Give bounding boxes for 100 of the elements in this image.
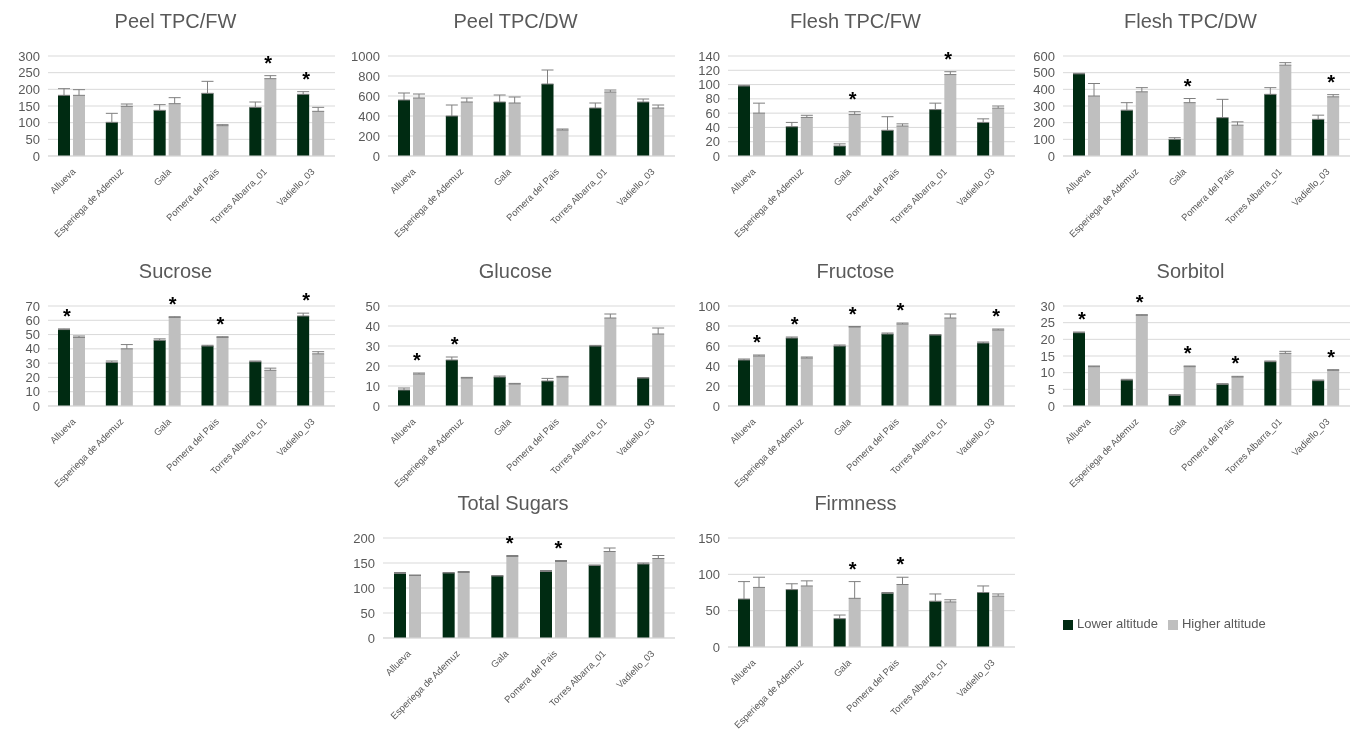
bar bbox=[603, 551, 616, 638]
annotation: * bbox=[848, 302, 857, 325]
y-tick-label: 100 bbox=[353, 580, 375, 596]
y-tick-label: 100 bbox=[698, 77, 720, 93]
y-tick-label: 200 bbox=[18, 81, 40, 97]
bar bbox=[929, 601, 942, 647]
x-tick-label: Gala bbox=[831, 165, 854, 188]
bar bbox=[896, 584, 909, 647]
y-tick-label: 60 bbox=[25, 312, 40, 328]
chart-title: Firmness bbox=[813, 491, 898, 516]
bar bbox=[556, 377, 569, 406]
bar bbox=[800, 117, 813, 156]
y-tick-label: 0 bbox=[372, 148, 380, 164]
annotation: * bbox=[413, 349, 422, 371]
bar bbox=[491, 576, 504, 638]
bar bbox=[944, 318, 957, 406]
bar bbox=[753, 356, 765, 406]
y-tick-label: 0 bbox=[32, 398, 40, 414]
bar bbox=[1120, 110, 1133, 156]
chart-title: Sucrose bbox=[137, 259, 214, 284]
y-tick-label: 800 bbox=[358, 68, 380, 84]
bar bbox=[413, 374, 425, 406]
bar bbox=[589, 108, 602, 156]
annotation: * bbox=[168, 292, 177, 315]
bar bbox=[1135, 315, 1148, 406]
y-tick-label: 120 bbox=[698, 62, 720, 78]
y-tick-label: 0 bbox=[32, 148, 40, 164]
bar bbox=[120, 106, 133, 156]
x-tick-label: Gala bbox=[151, 165, 174, 188]
bar bbox=[312, 111, 325, 156]
bar bbox=[588, 565, 601, 638]
annotation: * bbox=[302, 67, 311, 90]
y-tick-label: 60 bbox=[705, 338, 720, 354]
chart-title: Fructose bbox=[815, 259, 896, 284]
bar bbox=[785, 338, 798, 406]
y-tick-label: 0 bbox=[1047, 148, 1055, 164]
bar bbox=[604, 92, 617, 156]
bar bbox=[1264, 361, 1277, 406]
y-tick-label: 1000 bbox=[351, 48, 380, 64]
bar bbox=[493, 102, 506, 156]
y-tick-label: 50 bbox=[365, 298, 380, 314]
bar bbox=[848, 114, 861, 156]
bar bbox=[201, 93, 214, 156]
bar bbox=[541, 381, 554, 406]
legend-label: Lower altitude bbox=[1077, 616, 1158, 631]
bar bbox=[105, 122, 118, 156]
bar bbox=[753, 587, 765, 647]
bar bbox=[1264, 94, 1277, 156]
x-tick-label: Gala bbox=[491, 415, 514, 438]
bar bbox=[508, 103, 521, 156]
chart-title: Peel TPC/DW bbox=[452, 9, 579, 34]
y-tick-label: 150 bbox=[353, 555, 375, 571]
bar bbox=[896, 324, 909, 406]
bar bbox=[58, 329, 70, 406]
y-tick-label: 40 bbox=[365, 318, 380, 334]
bar bbox=[833, 346, 846, 406]
bar bbox=[540, 571, 552, 638]
annotation: * bbox=[1078, 308, 1087, 330]
bar bbox=[944, 74, 957, 156]
bar bbox=[168, 317, 181, 406]
bar bbox=[848, 327, 861, 406]
annotation: * bbox=[450, 333, 459, 355]
bar bbox=[460, 102, 473, 156]
bar bbox=[929, 109, 942, 156]
bar bbox=[1231, 125, 1244, 156]
bar bbox=[556, 130, 569, 156]
bar bbox=[589, 346, 602, 406]
y-tick-label: 200 bbox=[358, 128, 380, 144]
chart-title: Total Sugars bbox=[456, 491, 570, 516]
y-tick-label: 5 bbox=[1047, 381, 1055, 397]
bar bbox=[1312, 380, 1325, 406]
bar bbox=[1231, 377, 1244, 406]
y-tick-label: 30 bbox=[365, 338, 380, 354]
x-tick-label: Gala bbox=[831, 656, 854, 679]
y-tick-label: 0 bbox=[372, 398, 380, 414]
y-tick-label: 25 bbox=[1040, 315, 1055, 331]
bar bbox=[1088, 96, 1100, 156]
y-tick-label: 10 bbox=[1040, 365, 1055, 381]
x-tick-label: Gala bbox=[1166, 165, 1189, 188]
bar bbox=[800, 358, 813, 406]
bar bbox=[73, 337, 85, 406]
y-tick-label: 50 bbox=[360, 605, 375, 621]
chart-title: Flesh TPC/FW bbox=[789, 9, 922, 34]
bar bbox=[637, 564, 650, 638]
bar bbox=[105, 362, 118, 406]
bar bbox=[312, 353, 325, 406]
annotation: * bbox=[302, 289, 311, 312]
bar bbox=[833, 618, 846, 647]
y-tick-label: 300 bbox=[18, 48, 40, 64]
bar bbox=[216, 125, 229, 156]
y-tick-label: 50 bbox=[705, 603, 720, 619]
bar bbox=[413, 98, 425, 156]
y-tick-label: 300 bbox=[1033, 98, 1055, 114]
bar bbox=[1327, 96, 1340, 156]
y-tick-label: 250 bbox=[18, 65, 40, 81]
bar bbox=[929, 335, 942, 406]
bar bbox=[738, 86, 750, 156]
bar bbox=[457, 572, 470, 638]
bar bbox=[58, 95, 70, 156]
y-tick-label: 30 bbox=[1040, 298, 1055, 314]
